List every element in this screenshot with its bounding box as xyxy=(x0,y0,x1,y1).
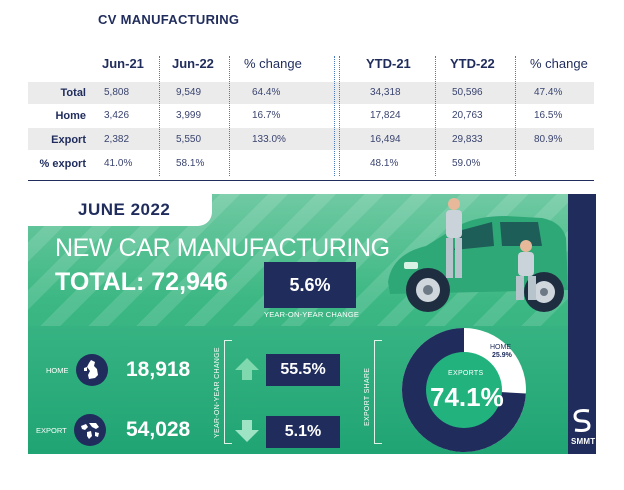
export-volume: 54,028 xyxy=(126,418,191,441)
table-cell: 16,494 xyxy=(370,134,401,145)
col-header-jun21: Jun-21 xyxy=(102,56,144,71)
table-cell: 3,426 xyxy=(104,110,130,121)
donut-exports-label: EXPORTS xyxy=(448,370,484,377)
export-change-box: 5.1% xyxy=(266,416,340,448)
donut-home-value: 25.9% xyxy=(492,352,512,359)
table-cell: 133.0% xyxy=(252,134,286,145)
col-header-ytd22: YTD-22 xyxy=(450,56,495,71)
car-mechanics-illustration xyxy=(388,198,568,312)
column-divider xyxy=(229,56,230,176)
home-label: HOME xyxy=(46,366,69,375)
mechanic-left-icon xyxy=(446,198,462,278)
table-cell: 47.4% xyxy=(534,87,563,98)
column-divider xyxy=(159,56,160,176)
table-cell: 58.1% xyxy=(176,158,205,169)
row-label-home: Home xyxy=(55,110,86,122)
row-label-export: Export xyxy=(51,134,86,146)
donut-home-label: HOME xyxy=(490,344,511,351)
column-divider xyxy=(339,56,340,176)
col-header-jun22: Jun-22 xyxy=(172,56,214,71)
mechanic-right-icon xyxy=(516,240,536,300)
smmt-logo-text: SMMT xyxy=(571,437,596,446)
table-cell: 5,808 xyxy=(104,87,130,98)
column-divider xyxy=(334,56,335,176)
column-divider xyxy=(435,56,436,176)
arrow-up-icon xyxy=(235,358,259,380)
col-header-pct-change-month: % change xyxy=(244,56,302,71)
table-row-total xyxy=(28,82,594,104)
uk-map-icon xyxy=(76,354,108,386)
column-divider xyxy=(515,56,516,176)
donut-exports-value: 74.1% xyxy=(430,382,504,412)
table-cell: 5,550 xyxy=(176,134,202,145)
new-car-infographic: JUNE 2022 NEW CAR MANUFACTURING TOTAL: 7… xyxy=(28,194,596,454)
col-header-ytd21: YTD-21 xyxy=(366,56,411,71)
table-bottom-rule xyxy=(28,180,594,181)
month-tab: JUNE 2022 xyxy=(28,194,212,226)
table-cell: 80.9% xyxy=(534,134,563,145)
donut-hole xyxy=(426,352,502,428)
yoy-bracket xyxy=(224,340,232,444)
table-row-export xyxy=(28,128,594,150)
arrow-down-icon xyxy=(235,420,259,442)
month-label: JUNE 2022 xyxy=(78,200,171,219)
table-cell: 2,382 xyxy=(104,134,130,145)
table-cell: 41.0% xyxy=(104,158,133,169)
table-cell: 16.5% xyxy=(534,110,563,121)
smmt-logo-icon xyxy=(573,409,591,432)
row-label-pct-export: % export xyxy=(39,158,86,170)
yoy-vertical-label: YEAR-ON-YEAR CHANGE xyxy=(214,347,221,438)
table-cell: 20,763 xyxy=(452,110,483,121)
share-bracket xyxy=(374,340,382,444)
total-figure: TOTAL: 72,946 xyxy=(55,268,228,296)
table-cell: 29,833 xyxy=(452,134,483,145)
table-cell: 3,999 xyxy=(176,110,202,121)
table-cell: 16.7% xyxy=(252,110,281,121)
table-cell: 48.1% xyxy=(370,158,399,169)
col-header-pct-change-ytd: % change xyxy=(530,56,588,71)
car-icon xyxy=(388,216,568,312)
yoy-change-box: 5.6% xyxy=(264,262,356,308)
home-volume: 18,918 xyxy=(126,358,191,381)
export-share-donut xyxy=(402,328,526,452)
table-cell: 50,596 xyxy=(452,87,483,98)
home-change-box: 55.5% xyxy=(266,354,340,386)
cv-table-title: CV MANUFACTURING xyxy=(98,12,240,27)
globe-icon xyxy=(74,414,106,446)
table-cell: 9,549 xyxy=(176,87,202,98)
table-cell: 17,824 xyxy=(370,110,401,121)
export-label: EXPORT xyxy=(36,426,67,435)
row-label-total: Total xyxy=(60,87,86,99)
yoy-caption: YEAR-ON-YEAR CHANGE xyxy=(264,310,360,319)
table-cell: 34,318 xyxy=(370,87,401,98)
headline: NEW CAR MANUFACTURING xyxy=(55,234,390,262)
share-vertical-label: EXPORT SHARE xyxy=(364,367,371,426)
table-cell: 59.0% xyxy=(452,158,481,169)
table-cell: 64.4% xyxy=(252,87,281,98)
